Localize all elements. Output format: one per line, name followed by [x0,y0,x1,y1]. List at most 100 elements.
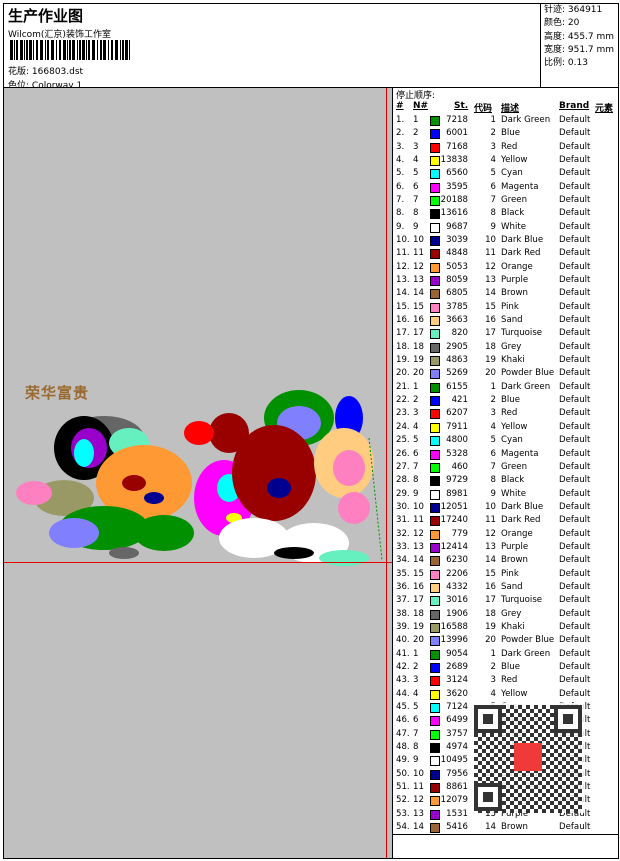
color-desc: Red [501,141,518,152]
qr-module [498,741,502,745]
table-row: 28. 8 9729 8 Black Default [393,474,620,487]
barcode [10,40,130,60]
row-index: 7. [396,195,405,206]
color-swatch [430,436,440,447]
qr-module [534,737,538,741]
qr-module [542,777,546,781]
table-row: 18. 18 2905 18 Grey Default [393,341,620,354]
row-index: 50. [396,768,410,779]
row-index: 11. [396,248,410,259]
barcode-bar [122,40,124,60]
qr-module [542,769,546,773]
row-index: 49. [396,755,410,766]
stitch-count: 5328 [446,448,468,459]
qr-module [530,725,534,729]
brand: Default [559,688,591,699]
qr-module [570,749,574,753]
colorway: 色位: Colorway 1 [8,78,82,91]
needle-number: 16 [413,315,424,326]
needle-number: 7 [413,728,419,739]
qr-module [538,805,542,809]
color-swatch [430,556,440,567]
needle-number: 17 [413,328,424,339]
qr-module [578,733,582,737]
brand: Default [559,128,591,139]
color-desc: Dark Red [501,248,541,259]
row-index: 37. [396,595,410,606]
color-swatch [430,449,440,460]
table-row: 2. 2 6001 2 Blue Default [393,127,620,140]
row-index: 20. [396,368,410,379]
qr-module [578,805,582,809]
table-row: 15. 15 3785 15 Pink Default [393,301,620,314]
qr-module [562,789,566,793]
color-code: 3 [490,675,496,686]
qr-module [526,713,530,717]
qr-module [502,785,506,789]
brand: Default [559,461,591,472]
needle-number: 11 [413,782,424,792]
table-row: 25. 5 4800 5 Cyan Default [393,434,620,447]
color-code: 4 [490,688,496,699]
barcode-bar [108,40,109,60]
brand: Default [559,195,591,206]
color-code: 17 [485,595,496,606]
qr-module [574,793,578,797]
row-index: 44. [396,688,410,699]
color-swatch [430,489,440,500]
color-code: 9 [490,221,496,232]
color-code: 7 [490,195,496,206]
barcode-bar [97,40,98,60]
color-desc: Blue [501,395,521,406]
table-row: 29. 9 8981 9 White Default [393,488,620,501]
col-n: N# [413,101,429,111]
qr-module [542,737,546,741]
color-swatch [430,649,440,660]
color-code: 13 [485,275,496,286]
qr-module [566,785,570,789]
barcode-bar [79,40,81,60]
color-desc: Green [501,461,528,472]
qr-module [542,713,546,717]
color-code: 6 [490,181,496,192]
qr-module [526,793,530,797]
color-code: 2 [490,395,496,406]
qr-module [578,789,582,793]
qr-module [550,705,554,709]
stitch-count: 16588 [440,621,468,632]
qr-module [526,721,530,725]
qr-module [574,809,578,813]
qr-module [514,717,518,721]
row-index: 26. [396,448,410,459]
needle-number: 15 [413,568,424,579]
needle-number: 8 [413,208,419,219]
color-swatch [430,702,440,713]
qr-module [546,725,550,729]
color-swatch [430,609,440,620]
qr-module [558,769,562,773]
needle-number: 2 [413,661,419,672]
qr-module [478,753,482,757]
qr-module [522,797,526,801]
qr-module [562,773,566,777]
qr-module [534,801,538,805]
stitch-count: 12079 [440,795,468,806]
row-index: 5. [396,168,405,179]
qr-module [510,705,514,709]
design-stitch-region [232,425,316,521]
color-desc: Brown [501,288,528,299]
qr-module [522,773,526,777]
row-index: 27. [396,461,410,472]
stitch-count: 6001 [446,128,468,139]
needle-number: 8 [413,475,419,486]
color-desc: Khaki [501,621,525,632]
qr-module [530,709,534,713]
qr-module [502,769,506,773]
design-width: 宽度: 951.7 mm [544,44,615,55]
qr-module [522,789,526,793]
qr-module [546,741,550,745]
needle-number: 4 [413,421,419,432]
qr-module [518,721,522,725]
brand: Default [559,822,591,833]
qr-module [506,733,510,737]
